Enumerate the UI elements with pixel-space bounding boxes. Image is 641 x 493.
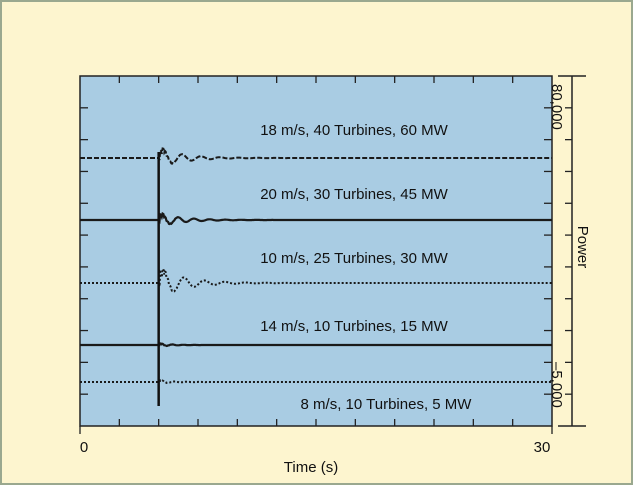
power-tick-label-bottom: –5,000	[548, 362, 565, 408]
tick-layer	[79, 76, 572, 434]
x-tick-label-start: 0	[80, 439, 88, 456]
series-label-1: 18 m/s, 40 Turbines, 60 MW	[260, 122, 448, 139]
x-axis-label: Time (s)	[284, 459, 338, 476]
series-label-3: 10 m/s, 25 Turbines, 30 MW	[260, 250, 448, 267]
power-tick-label-top: 80,000	[548, 84, 565, 130]
series-line-5	[80, 379, 552, 384]
series-label-5: 8 m/s, 10 Turbines, 5 MW	[301, 396, 473, 413]
y-axis-label: Power	[574, 226, 591, 269]
x-tick-label-end: 30	[534, 439, 551, 456]
series-label-2: 20 m/s, 30 Turbines, 45 MW	[260, 186, 448, 203]
series-label-4: 14 m/s, 10 Turbines, 15 MW	[260, 318, 448, 335]
